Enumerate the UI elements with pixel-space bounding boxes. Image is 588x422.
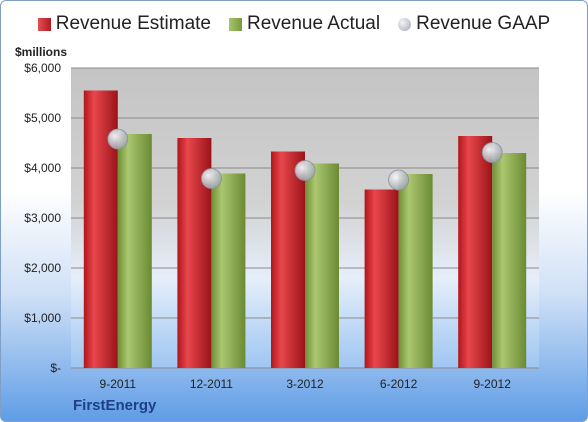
bar-revenue-actual [305, 163, 339, 368]
bar-revenue-estimate [458, 136, 493, 368]
legend-item-actual: Revenue Actual [229, 13, 380, 35]
y-tick-label: $4,000 [24, 161, 61, 175]
marker-revenue-gaap [294, 160, 316, 181]
legend-item-gaap: Revenue GAAP [398, 13, 550, 35]
x-tick-label: 12-2011 [190, 377, 233, 391]
x-tick-label: 9-2011 [100, 377, 137, 391]
x-tick-label: 3-2012 [286, 377, 324, 391]
bar-revenue-estimate [271, 151, 305, 368]
legend-swatch-actual [229, 17, 242, 31]
legend-item-estimate: Revenue Estimate [37, 13, 211, 35]
marker-revenue-gaap [200, 168, 222, 189]
bar-revenue-estimate [364, 189, 399, 368]
bar-revenue-actual [211, 173, 246, 368]
y-tick-label: $3,000 [24, 211, 61, 225]
chart-legend: Revenue Estimate Revenue Actual Revenue … [1, 13, 587, 35]
x-tick-label: 6-2012 [380, 377, 418, 391]
y-tick-label: $- [50, 361, 61, 375]
y-tick-label: $2,000 [24, 261, 61, 275]
y-tick-label: $6,000 [24, 61, 61, 75]
legend-label-estimate: Revenue Estimate [55, 13, 211, 34]
bar-revenue-actual [117, 134, 152, 368]
legend-swatch-estimate [37, 17, 51, 31]
marker-revenue-gaap [388, 169, 410, 191]
y-axis-unit-label: $millions [15, 45, 68, 59]
bars [83, 90, 527, 368]
y-tick-label: $1,000 [24, 311, 61, 325]
x-axis-ticks: 9-2011 12-2011 3-2012 6-2012 9-2012 [100, 377, 512, 391]
legend-label-actual: Revenue Actual [247, 13, 381, 34]
y-tick-label: $5,000 [24, 111, 61, 125]
marker-revenue-gaap [481, 142, 503, 163]
marker-revenue-gaap [107, 128, 129, 150]
company-name: FirstEnergy [73, 397, 157, 414]
bar-revenue-actual [492, 153, 527, 368]
bar-revenue-actual [398, 174, 433, 368]
legend-label-gaap: Revenue GAAP [416, 13, 551, 34]
y-axis-ticks: $- $1,000 $2,000 $3,000 $4,000 $5,000 $6,000 [24, 61, 61, 375]
gaap-markers [107, 128, 503, 191]
legend-swatch-gaap [398, 17, 412, 31]
x-tick-label: 9-2012 [474, 377, 512, 391]
